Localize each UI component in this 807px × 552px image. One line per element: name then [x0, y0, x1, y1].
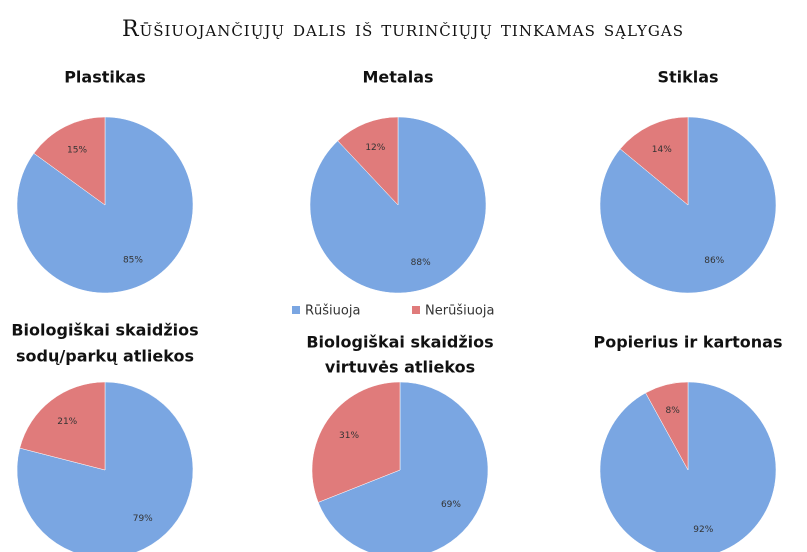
pie-slice — [317, 381, 489, 552]
value-label: 21% — [57, 417, 77, 427]
value-label: 14% — [652, 145, 672, 155]
pie-slice — [16, 381, 194, 552]
pie-title: virtuvės atliekos — [325, 358, 475, 377]
pie-title: Metalas — [362, 68, 433, 87]
pie-slice — [33, 116, 106, 206]
value-label: 15% — [67, 146, 87, 156]
value-label: 79% — [133, 514, 153, 524]
value-label: 92% — [693, 525, 713, 535]
pie-slice — [619, 116, 689, 206]
pie-slice — [645, 381, 689, 471]
legend-swatch — [292, 306, 300, 314]
value-label: 8% — [666, 406, 681, 416]
value-label: 12% — [365, 143, 385, 153]
value-label: 31% — [339, 431, 359, 441]
pie-title: Stiklas — [657, 68, 718, 87]
pie-slice — [311, 381, 401, 503]
value-label: 85% — [123, 255, 143, 265]
pie-title: Plastikas — [64, 68, 146, 87]
legend-label: Rūšiuoja — [305, 304, 360, 319]
pie-title: Popierius ir kartonas — [594, 333, 783, 352]
value-label: 86% — [704, 256, 724, 266]
value-label: 69% — [441, 500, 461, 510]
value-label: 88% — [411, 258, 431, 268]
legend-label: Nerūšiuoja — [425, 304, 494, 319]
legend-swatch — [412, 306, 420, 314]
main-title: Rūšiuojančiųjų dalis iš turinčiųjų tinka… — [122, 17, 684, 42]
pie-slice — [337, 116, 399, 206]
pie-title: Biologiškai skaidžios — [306, 333, 493, 352]
pie-slice — [19, 381, 106, 471]
pie-title: Biologiškai skaidžios — [11, 321, 198, 340]
pie-title: sodų/parkų atliekos — [16, 347, 194, 366]
pie-slice — [599, 116, 777, 294]
